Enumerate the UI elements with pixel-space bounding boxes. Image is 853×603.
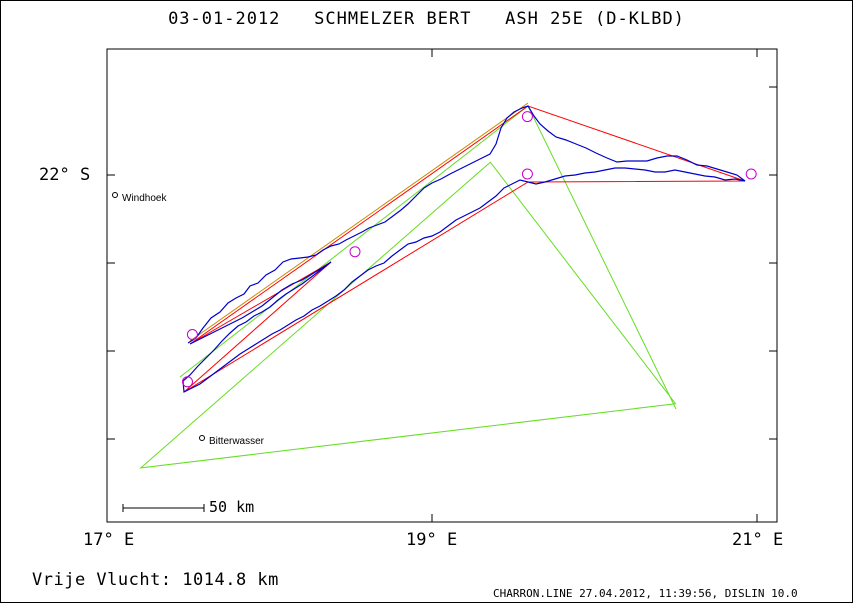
turnpoint-6 (186, 329, 198, 340)
title-date: 03-01-2012 (168, 9, 281, 29)
turnpoint-5 (182, 376, 193, 388)
turnpoint-4 (521, 168, 533, 180)
x-tick-19e: 19° E (406, 530, 458, 550)
bitterwasser-marker (199, 435, 205, 441)
distance-readout: Vrije Vlucht: 1014.8 km (32, 570, 279, 590)
turnpoint-1 (349, 246, 361, 258)
title-pilot: SCHMELZER BERT (314, 9, 472, 29)
plot-frame (106, 48, 778, 523)
place-bitterwasser: Bitterwasser (209, 436, 265, 447)
y-tick-22s: 22° S (39, 165, 91, 185)
gps-track (182, 105, 746, 393)
footer-info: CHARRON.LINE 27.04.2012, 11:39:56, DISLI… (493, 587, 798, 600)
windhoek-marker (112, 192, 118, 198)
fai-triangle (139, 161, 677, 469)
flight-title: 03-01-2012 SCHMELZER BERT ASH 25E (D-KLB… (0, 9, 853, 29)
title-glider: ASH 25E (D-KLBD) (505, 9, 685, 29)
x-tick-17e: 17° E (83, 530, 135, 550)
turnpoint-markers (182, 111, 757, 388)
x-tick-21e: 21° E (732, 530, 784, 550)
triangle-leg-aux (179, 105, 529, 378)
start-line (189, 102, 529, 342)
axis-ticks (106, 49, 777, 522)
scale-bar (122, 504, 205, 512)
task-lines (183, 105, 746, 393)
place-windhoek: Windhoek (122, 193, 167, 204)
scale-bar-label: 50 km (209, 498, 255, 516)
triangle-leg-aux-2 (527, 105, 677, 410)
turnpoint-2 (521, 111, 533, 123)
turnpoint-3 (745, 168, 757, 180)
